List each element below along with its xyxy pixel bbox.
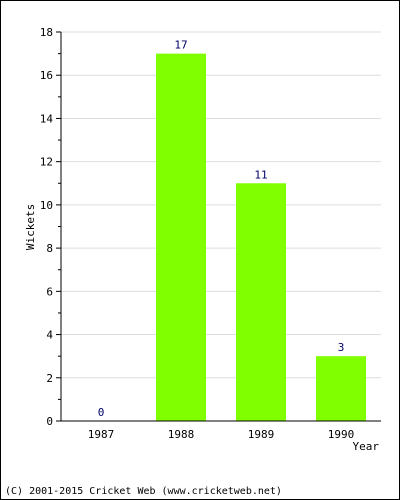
y-tick-label: 4 xyxy=(46,329,53,342)
y-tick-label: 6 xyxy=(46,285,53,298)
copyright-notice: (C) 2001-2015 Cricket Web (www.cricketwe… xyxy=(5,486,282,497)
y-tick-label: 12 xyxy=(40,156,53,169)
bar-1989 xyxy=(236,183,286,421)
y-tick-label: 16 xyxy=(40,69,53,82)
axes xyxy=(56,31,381,422)
y-tick-label: 2 xyxy=(46,372,53,385)
x-tick-label-1988: 1988 xyxy=(168,428,195,441)
y-tick-label: 8 xyxy=(46,242,53,255)
bar-1990 xyxy=(316,356,366,421)
y-axis-title: Wickets xyxy=(24,204,37,250)
y-tick-label: 18 xyxy=(40,26,53,39)
grid-lines xyxy=(61,31,381,379)
data-label-1988: 17 xyxy=(174,39,187,52)
x-tick-label-1990: 1990 xyxy=(328,428,355,441)
y-tick-label: 0 xyxy=(46,415,53,428)
data-label-1989: 11 xyxy=(254,168,267,181)
y-tick-label: 10 xyxy=(40,199,53,212)
x-axis-title: Year xyxy=(353,440,380,453)
data-label-1990: 3 xyxy=(338,341,345,354)
bars xyxy=(156,53,366,421)
x-tick-label-1989: 1989 xyxy=(248,428,275,441)
data-label-1987: 0 xyxy=(98,406,105,419)
labels: 0 2 4 6 8 10 12 14 16 18 0 1987 17 1988 11 1989 3 1990 xyxy=(40,26,355,441)
x-tick-label-1987: 1987 xyxy=(88,428,115,441)
y-tick-label: 14 xyxy=(40,112,54,125)
bar-1988 xyxy=(156,53,206,421)
